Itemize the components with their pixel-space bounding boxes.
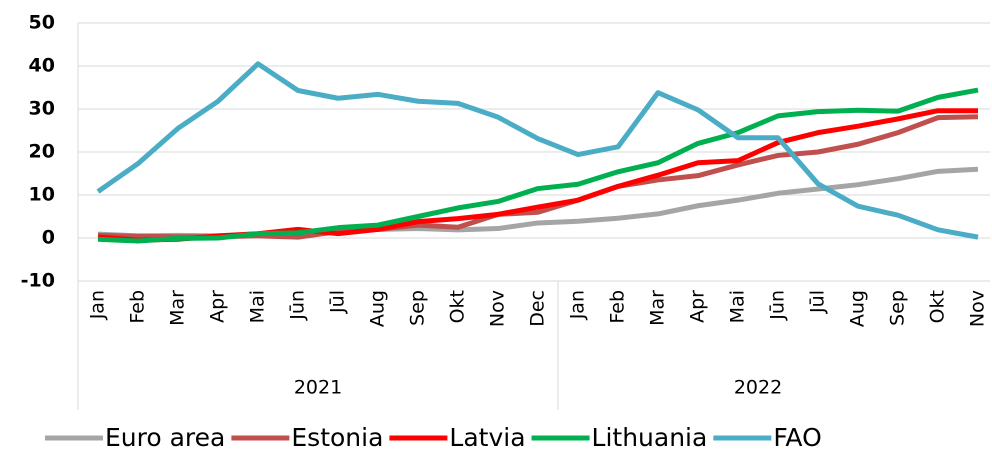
x-tick-label: Okt	[447, 290, 469, 323]
x-tick-label: Mar	[647, 290, 669, 326]
x-tick-label: Dec	[527, 290, 549, 327]
x-tick-label: Nov	[487, 290, 509, 327]
group-label: 2021	[294, 377, 342, 399]
x-tick-label: Jan	[87, 290, 109, 320]
group-label: 2022	[734, 377, 782, 399]
x-tick-label: Jūn	[767, 290, 789, 321]
x-tick-label: Jūl	[327, 290, 349, 314]
x-tick-label: Okt	[927, 290, 949, 323]
x-tick-label: Jan	[567, 290, 589, 320]
series-line	[97, 114, 979, 240]
y-tick-label: 50	[29, 12, 55, 34]
x-tick-label: Mai	[727, 290, 749, 323]
legend-label: Lithuania	[592, 423, 708, 452]
y-tick-label: 20	[29, 141, 55, 163]
y-tick-label: -10	[21, 270, 55, 292]
x-tick-label: Aug	[367, 290, 389, 327]
x-tick-label: Feb	[127, 290, 149, 324]
y-tick-label: 0	[42, 227, 55, 249]
x-tick-label: Sep	[407, 290, 429, 326]
x-tick-label: Mai	[247, 290, 269, 323]
x-tick-label: Nov	[967, 290, 989, 327]
x-tick-label: Sep	[887, 290, 909, 326]
x-tick-label: Aug	[847, 290, 869, 327]
x-tick-label: Feb	[607, 290, 629, 324]
legend-label: Estonia	[291, 423, 383, 452]
y-tick-label: 30	[29, 98, 55, 120]
series-line	[96, 61, 979, 240]
legend-label: Euro area	[105, 423, 225, 452]
y-tick-label: 40	[29, 55, 55, 77]
legend-label: Latvia	[449, 423, 525, 452]
x-tick-label: Apr	[207, 290, 229, 323]
x-tick-label: Apr	[687, 290, 709, 323]
series-line	[97, 87, 979, 244]
x-tick-label: Jūl	[807, 290, 829, 314]
series-line	[97, 166, 979, 239]
x-tick-label: Mar	[167, 290, 189, 326]
y-tick-label: 10	[29, 184, 55, 206]
x-tick-label: Jūn	[287, 290, 309, 321]
legend-label: FAO	[773, 423, 821, 452]
